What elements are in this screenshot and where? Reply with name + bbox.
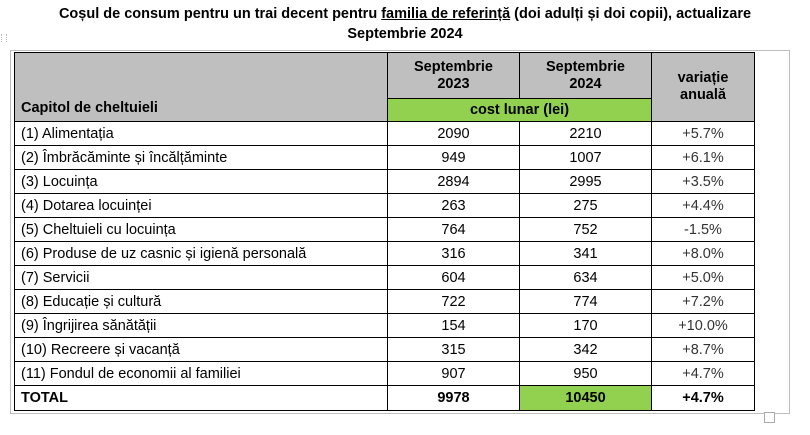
row-label: (10) Recreere și vacanță xyxy=(14,337,388,362)
row-value-2023: 907 xyxy=(387,361,520,386)
header-sep-2023: Septembrie 2023 xyxy=(387,52,520,99)
row-value-2024: 341 xyxy=(519,241,652,266)
header-variation: variație anuală xyxy=(651,52,755,122)
total-row: TOTAL 9978 10450 +4.7% xyxy=(14,385,755,411)
row-variation: +4.4% xyxy=(651,193,755,218)
row-variation: +8.7% xyxy=(651,337,755,362)
row-value-2023: 2894 xyxy=(387,169,520,194)
table-row: (4) Dotarea locuinței 263 275 +4.4% xyxy=(14,193,755,218)
row-value-2023: 949 xyxy=(387,145,520,170)
header-2023-line2: 2023 xyxy=(437,75,470,92)
row-value-2024: 170 xyxy=(519,313,652,338)
row-variation: +10.0% xyxy=(651,313,755,338)
drag-handle[interactable] xyxy=(1,34,7,42)
table-row: (5) Cheltuieli cu locuința 764 752 -1.5% xyxy=(14,217,755,242)
page-title: Coșul de consum pentru un trai decent pe… xyxy=(0,4,810,44)
table-row: (6) Produse de uz casnic și igienă perso… xyxy=(14,241,755,266)
row-value-2024: 2210 xyxy=(519,121,652,146)
total-variation: +4.7% xyxy=(651,385,755,411)
header-sep-2024: Septembrie 2024 xyxy=(519,52,652,99)
row-variation: +5.0% xyxy=(651,265,755,290)
table-row: (1) Alimentația 2090 2210 +5.7% xyxy=(14,121,755,146)
row-variation: +7.2% xyxy=(651,289,755,314)
title-line2: Septembrie 2024 xyxy=(347,26,463,42)
row-value-2024: 2995 xyxy=(519,169,652,194)
row-label: (11) Fondul de economii al familiei xyxy=(14,361,388,386)
row-value-2023: 604 xyxy=(387,265,520,290)
title-part2: (doi adulți și doi copii), actualizare xyxy=(510,6,752,22)
row-value-2023: 154 xyxy=(387,313,520,338)
row-label: (1) Alimentația xyxy=(14,121,388,146)
title-underlined: familia de referință xyxy=(381,6,511,22)
total-2024: 10450 xyxy=(519,385,652,411)
row-value-2024: 634 xyxy=(519,265,652,290)
total-label: TOTAL xyxy=(14,385,388,411)
row-label: (5) Cheltuieli cu locuința xyxy=(14,217,388,242)
row-label: (8) Educație și cultură xyxy=(14,289,388,314)
row-label: (7) Servicii xyxy=(14,265,388,290)
header-variation-line2: anuală xyxy=(680,87,726,103)
table-row: (7) Servicii 604 634 +5.0% xyxy=(14,265,755,290)
header-2024-line1: Septembrie xyxy=(546,58,625,75)
row-value-2024: 1007 xyxy=(519,145,652,170)
table-row: (10) Recreere și vacanță 315 342 +8.7% xyxy=(14,337,755,362)
row-variation: +3.5% xyxy=(651,169,755,194)
header-cost: cost lunar (lei) xyxy=(387,98,652,122)
table-frame[interactable] xyxy=(10,50,790,414)
row-label: (9) Îngrijirea sănătății xyxy=(14,313,388,338)
table-row: (9) Îngrijirea sănătății 154 170 +10.0% xyxy=(14,313,755,338)
total-2023: 9978 xyxy=(387,385,520,411)
table-row: (2) Îmbrăcăminte și încălțăminte 949 1007 +… xyxy=(14,145,755,170)
table-row: (3) Locuința 2894 2995 +3.5% xyxy=(14,169,755,194)
row-value-2023: 2090 xyxy=(387,121,520,146)
title-part1: Coșul de consum pentru un trai decent pe… xyxy=(58,6,382,22)
consumption-basket-table: Capitol de cheltuieli Septembrie 2023 Se… xyxy=(14,52,755,411)
header-2024-line2: 2024 xyxy=(569,75,602,92)
resize-handle[interactable] xyxy=(764,412,775,423)
row-label: (6) Produse de uz casnic și igienă perso… xyxy=(14,241,388,266)
row-value-2024: 950 xyxy=(519,361,652,386)
row-variation: +5.7% xyxy=(651,121,755,146)
row-value-2023: 722 xyxy=(387,289,520,314)
row-value-2024: 752 xyxy=(519,217,652,242)
row-variation: +4.7% xyxy=(651,361,755,386)
row-label: (3) Locuința xyxy=(14,169,388,194)
row-value-2023: 316 xyxy=(387,241,520,266)
header-chapter: Capitol de cheltuieli xyxy=(14,52,388,122)
row-variation: -1.5% xyxy=(651,217,755,242)
row-value-2023: 263 xyxy=(387,193,520,218)
table-row: (11) Fondul de economii al familiei 907 95… xyxy=(14,361,755,386)
row-label: (2) Îmbrăcăminte și încălțăminte xyxy=(14,145,388,170)
table-row: (8) Educație și cultură 722 774 +7.2% xyxy=(14,289,755,314)
row-value-2023: 315 xyxy=(387,337,520,362)
header-variation-line1: variație xyxy=(677,70,729,86)
row-value-2024: 774 xyxy=(519,289,652,314)
header-2023-line1: Septembrie xyxy=(414,58,493,75)
row-label: (4) Dotarea locuinței xyxy=(14,193,388,218)
row-value-2024: 342 xyxy=(519,337,652,362)
row-value-2023: 764 xyxy=(387,217,520,242)
row-value-2024: 275 xyxy=(519,193,652,218)
row-variation: +6.1% xyxy=(651,145,755,170)
row-variation: +8.0% xyxy=(651,241,755,266)
